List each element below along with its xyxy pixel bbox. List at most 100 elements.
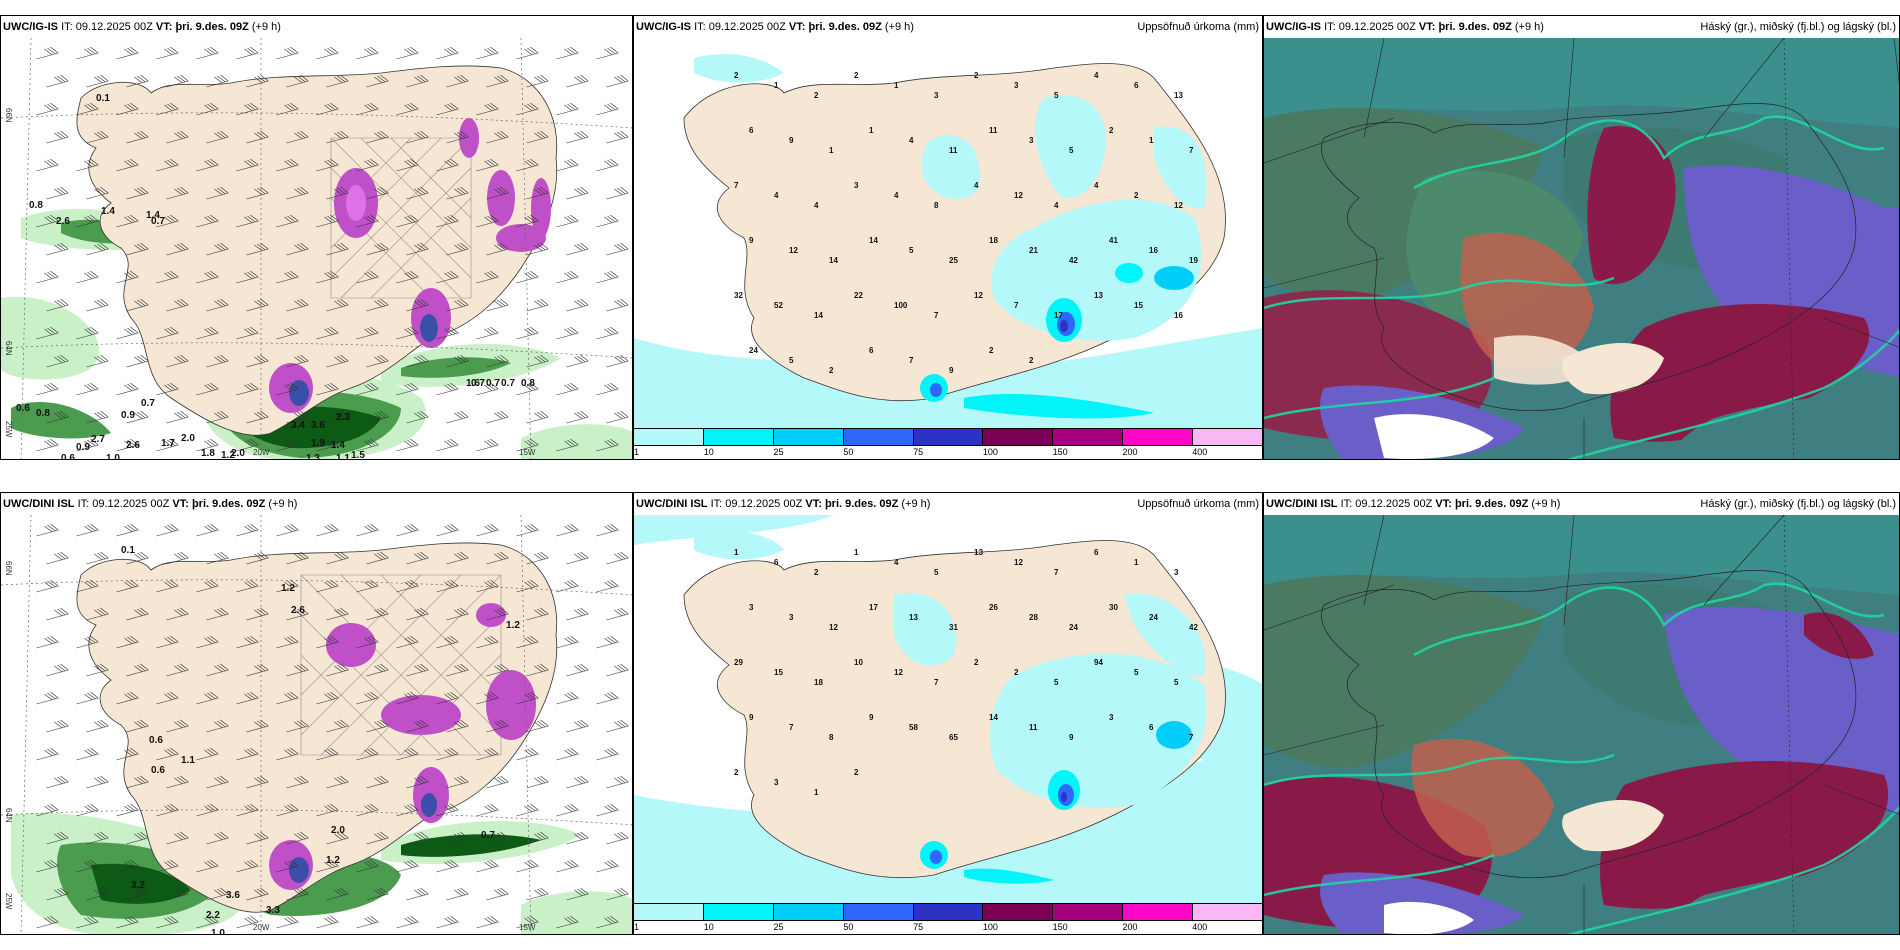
it-label: IT:	[61, 21, 73, 33]
it-value: 09.12.2025 00Z	[1339, 21, 1416, 33]
colorbar-swatch	[1053, 904, 1123, 920]
panel-title: Háský (gr.), miðský (fj.bl.) og lágský (…	[1700, 16, 1896, 38]
precip-value: 5	[1174, 678, 1179, 687]
precip-value: 16	[1149, 246, 1158, 255]
precip-value: 1	[1149, 136, 1154, 145]
precip-value: 13	[1174, 91, 1183, 100]
colorbar-tick-label: 400	[1192, 922, 1207, 932]
colorbar-swatch	[774, 904, 844, 920]
wind-gust-value: 0.8	[521, 378, 535, 389]
precip-value: 2	[1014, 668, 1019, 677]
vt-value: þri. 9.des. 09Z	[192, 498, 265, 510]
wind-gust-value: 3.6	[311, 420, 325, 431]
precip-value: 24	[1149, 613, 1158, 622]
it-value: 09.12.2025 00Z	[709, 21, 786, 33]
colorbar-swatch	[844, 429, 914, 445]
colorbar-tick-label: 75	[913, 922, 923, 932]
cloud-panel-top: UWC/IG-IS IT: 09.12.2025 00Z VT: þri. 9.…	[1263, 15, 1900, 460]
wind-gust-value: 0.7	[481, 830, 495, 841]
precip-value: 12	[974, 291, 983, 300]
precip-value: 8	[829, 733, 834, 742]
lead-time: (+9 h)	[1531, 498, 1560, 510]
wind-gust-value: 3.2	[131, 880, 145, 891]
panel-header: UWC/DINI ISL IT: 09.12.2025 00Z VT: þri.…	[1264, 493, 1899, 515]
colorbar-ticks: 1 10 25 50 75 100 150 200 400	[634, 921, 1262, 935]
precip-value: 9	[1069, 733, 1074, 742]
cloud-map	[1264, 38, 1900, 460]
wind-gust-value: 0.7	[141, 398, 155, 409]
precip-panel-bottom: UWC/DINI ISL IT: 09.12.2025 00Z VT: þri.…	[633, 492, 1263, 935]
wind-gust-value: 2.0	[181, 433, 195, 444]
wind-gust-value: 1.2	[281, 583, 295, 594]
precip-value: 4	[974, 181, 979, 190]
precip-value: 2	[974, 658, 979, 667]
vt-value: þri. 9.des. 09Z	[1438, 21, 1511, 33]
vt-label: VT:	[805, 498, 822, 510]
precip-value: 2	[814, 91, 819, 100]
precip-value: 11	[1029, 723, 1038, 732]
precip-value: 5	[1134, 668, 1139, 677]
precip-value: 100	[894, 301, 908, 310]
colorbar-swatch	[774, 429, 844, 445]
precip-value: 13	[909, 613, 918, 622]
wind-gust-value: 1.2	[506, 620, 520, 631]
colorbar-tick-label: 200	[1122, 447, 1137, 457]
colorbar-swatch	[983, 904, 1053, 920]
wind-gust-value: 0.6	[16, 403, 30, 414]
colorbar-swatch	[914, 904, 984, 920]
precip-value: 2	[1109, 126, 1114, 135]
wind-gust-value: 0.9	[76, 442, 90, 453]
colorbar-tick-label: 50	[843, 447, 853, 457]
precip-value: 3	[1174, 568, 1179, 577]
colorbar-tick-label: 100	[983, 922, 998, 932]
colorbar-swatch	[1193, 904, 1262, 920]
precip-value: 6	[749, 126, 754, 135]
wind-values: 0.1 1.2 2.6 0.6 3.2 3.6 2.2 3.3 1.0 1.2 0.7 2.0 1.1 1…	[1, 515, 633, 935]
wind-gust-value: 3.6	[226, 890, 240, 901]
colorbar	[634, 428, 1262, 446]
precip-value: 5	[1054, 91, 1059, 100]
it-value: 09.12.2025 00Z	[725, 498, 802, 510]
precip-value: 5	[1054, 678, 1059, 687]
colorbar-tick-label: 25	[774, 922, 784, 932]
precip-value: 42	[1069, 256, 1078, 265]
precip-value: 9	[869, 713, 874, 722]
colorbar-swatch	[1123, 904, 1193, 920]
wind-gust-value: 0.1	[96, 93, 110, 104]
wind-gust-value: 2.3	[336, 412, 350, 423]
wind-gust-value: 1.0	[106, 453, 120, 460]
precip-value: 1	[774, 81, 779, 90]
colorbar-tick-label: 150	[1053, 447, 1068, 457]
precip-value: 4	[909, 136, 914, 145]
cloud-map	[1264, 515, 1900, 935]
precip-value: 25	[949, 256, 958, 265]
wind-gust-value: 0.7	[151, 216, 165, 227]
precip-value: 7	[1054, 568, 1059, 577]
precip-value: 2	[734, 768, 739, 777]
wind-gust-value: 1.2	[326, 855, 340, 866]
precip-value: 14	[814, 311, 823, 320]
wind-gust-value: 1.8	[201, 448, 215, 459]
wind-gust-value: 2.7	[91, 434, 105, 445]
cloud-panel-bottom: UWC/DINI ISL IT: 09.12.2025 00Z VT: þri.…	[1263, 492, 1900, 935]
wind-gust-value: 1.1	[336, 453, 350, 460]
lead-time: (+9 h)	[1515, 21, 1544, 33]
precip-value: 30	[1109, 603, 1118, 612]
panel-title: Uppsöfnuð úrkoma (mm)	[1137, 16, 1259, 38]
precip-value: 12	[829, 623, 838, 632]
colorbar-tick-label: 200	[1122, 922, 1137, 932]
colorbar-tick-label: 75	[913, 447, 923, 457]
vt-label: VT:	[789, 21, 806, 33]
precip-value: 12	[789, 246, 798, 255]
colorbar-swatch	[1123, 429, 1193, 445]
vt-value: þri. 9.des. 09Z	[175, 21, 248, 33]
lead-time: (+9 h)	[885, 21, 914, 33]
precip-value: 1	[1134, 558, 1139, 567]
colorbar-tick-label: 400	[1192, 447, 1207, 457]
colorbar-swatch	[1193, 429, 1262, 445]
wind-gust-value: 2.0	[331, 825, 345, 836]
precip-value: 9	[949, 366, 954, 375]
precip-value: 13	[1094, 291, 1103, 300]
precip-value: 4	[1094, 71, 1099, 80]
precip-value: 4	[774, 191, 779, 200]
